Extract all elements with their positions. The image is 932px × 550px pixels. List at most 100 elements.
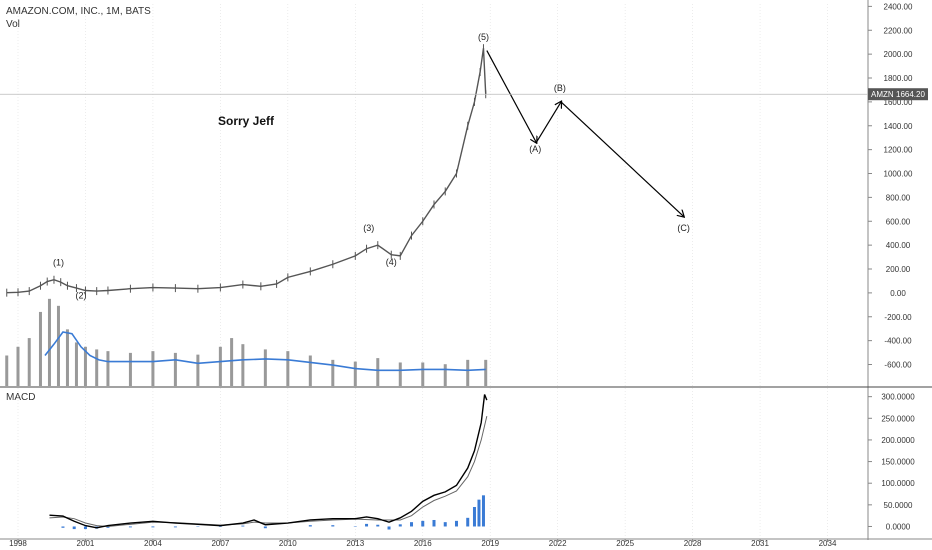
macd-tick-label: 250.0000 (881, 414, 915, 423)
macd-histogram-bar (128, 526, 132, 528)
volume-bar (47, 298, 51, 386)
volume-bar (263, 349, 267, 386)
volume-bar (286, 351, 290, 386)
price-tag-ticker: AMZN (871, 90, 894, 99)
y-tick-label: 600.00 (886, 217, 911, 226)
x-tick-label: 2004 (144, 539, 162, 548)
y-tick-label: 1000.00 (884, 170, 913, 179)
wave-label: (A) (529, 144, 541, 154)
y-tick-label: 2200.00 (884, 26, 913, 35)
macd-histogram-bar (481, 495, 485, 527)
macd-histogram-bar (376, 524, 380, 527)
volume-bar (106, 351, 110, 386)
volume-bar (421, 362, 425, 386)
macd-histogram-bar (151, 526, 155, 528)
volume-bar (5, 355, 9, 386)
macd-histogram-bar (387, 526, 391, 530)
x-tick-label: 2010 (279, 539, 297, 548)
x-tick-label: 2022 (549, 539, 567, 548)
volume-bar (83, 346, 87, 386)
wave-projection (486, 50, 684, 217)
x-tick-label: 2019 (481, 539, 499, 548)
volume-bar (151, 351, 155, 386)
macd-histogram-bar (263, 526, 267, 529)
y-tick-label: 1800.00 (884, 74, 913, 83)
volume-bar (484, 359, 488, 386)
x-tick-label: 2016 (414, 539, 432, 548)
annotation-text: Sorry Jeff (218, 114, 275, 128)
x-tick-label: 2007 (211, 539, 229, 548)
x-tick-label: 2028 (684, 539, 702, 548)
y-tick-label: 1600.00 (884, 98, 913, 107)
volume-bar (241, 344, 245, 386)
macd-line (49, 394, 488, 529)
y-tick-label: 1200.00 (884, 146, 913, 155)
volume-bar (74, 342, 78, 386)
macd-tick-label: 200.0000 (881, 436, 915, 445)
volume-bar (16, 346, 20, 386)
macd-histogram-bar (72, 526, 76, 530)
macd-histogram-bar (83, 526, 87, 530)
macd-tick-label: 50.0000 (884, 501, 913, 510)
y-tick-label: 0.00 (890, 289, 906, 298)
wave-label: (1) (53, 258, 64, 268)
wave-labels: (1) (2) (3) (4) (5) (A) (B) (C) (53, 32, 690, 300)
volume-bar (56, 305, 60, 386)
projection-arrow (486, 50, 536, 143)
macd-histogram-bar (472, 507, 476, 527)
y-tick-label: -600.00 (884, 361, 912, 370)
volume-bar (38, 311, 42, 386)
price-pane (6, 44, 487, 297)
y-tick-label: 2000.00 (884, 50, 913, 59)
macd-histogram-bar (331, 525, 335, 527)
wave-label: (2) (75, 290, 86, 300)
price-series-line (6, 48, 487, 294)
macd-histogram-bar (466, 517, 470, 527)
y-tick-label: 800.00 (886, 193, 911, 202)
macd-pane (49, 394, 488, 530)
volume-bar (128, 352, 132, 386)
volume-bar (353, 361, 357, 386)
macd-histogram-bar (410, 522, 414, 527)
price-tag-value: 1664.20 (896, 90, 925, 99)
macd-tick-label: 150.0000 (881, 458, 915, 467)
macd-signal-line (49, 416, 488, 527)
macd-histogram-bar (308, 525, 312, 527)
volume-bar (173, 352, 177, 386)
grid-lines (17, 4, 828, 536)
macd-tick-label: 300.0000 (881, 393, 915, 402)
projection-arrow (560, 101, 684, 217)
wave-label: (C) (677, 223, 690, 233)
volume-bar (230, 338, 234, 386)
volume-bar (95, 349, 99, 386)
volume-bar (443, 364, 447, 386)
macd-histogram-bar (477, 499, 481, 527)
macd-histogram-bar (454, 520, 458, 527)
macd-histogram-bar (61, 526, 65, 528)
macd-histogram-bar (241, 525, 245, 527)
y-tick-label: 200.00 (886, 265, 911, 274)
macd-histogram-bar (432, 519, 436, 527)
volume-bar (308, 355, 312, 386)
y-tick-label: 1400.00 (884, 122, 913, 131)
wave-label: (5) (478, 32, 489, 42)
x-tick-label: 2013 (346, 539, 364, 548)
x-tick-label: 2034 (819, 539, 837, 548)
volume-bar (466, 359, 470, 386)
y-tick-label: 2400.00 (884, 2, 913, 11)
wave-label: (B) (554, 83, 566, 93)
volume-pane (5, 298, 488, 386)
chart-title: AMAZON.COM, INC., 1M, BATS (6, 6, 151, 17)
volume-bar (376, 358, 380, 386)
y-tick-label: -400.00 (884, 337, 912, 346)
x-tick-label: 2001 (77, 539, 95, 548)
wave-label: (3) (363, 223, 374, 233)
macd-pane-label: MACD (6, 392, 36, 403)
macd-histogram-bar (421, 520, 425, 527)
volume-bar (27, 338, 31, 386)
volume-bar (65, 329, 69, 386)
macd-histogram-bar (365, 523, 369, 527)
x-tick-label: 2031 (751, 539, 769, 548)
